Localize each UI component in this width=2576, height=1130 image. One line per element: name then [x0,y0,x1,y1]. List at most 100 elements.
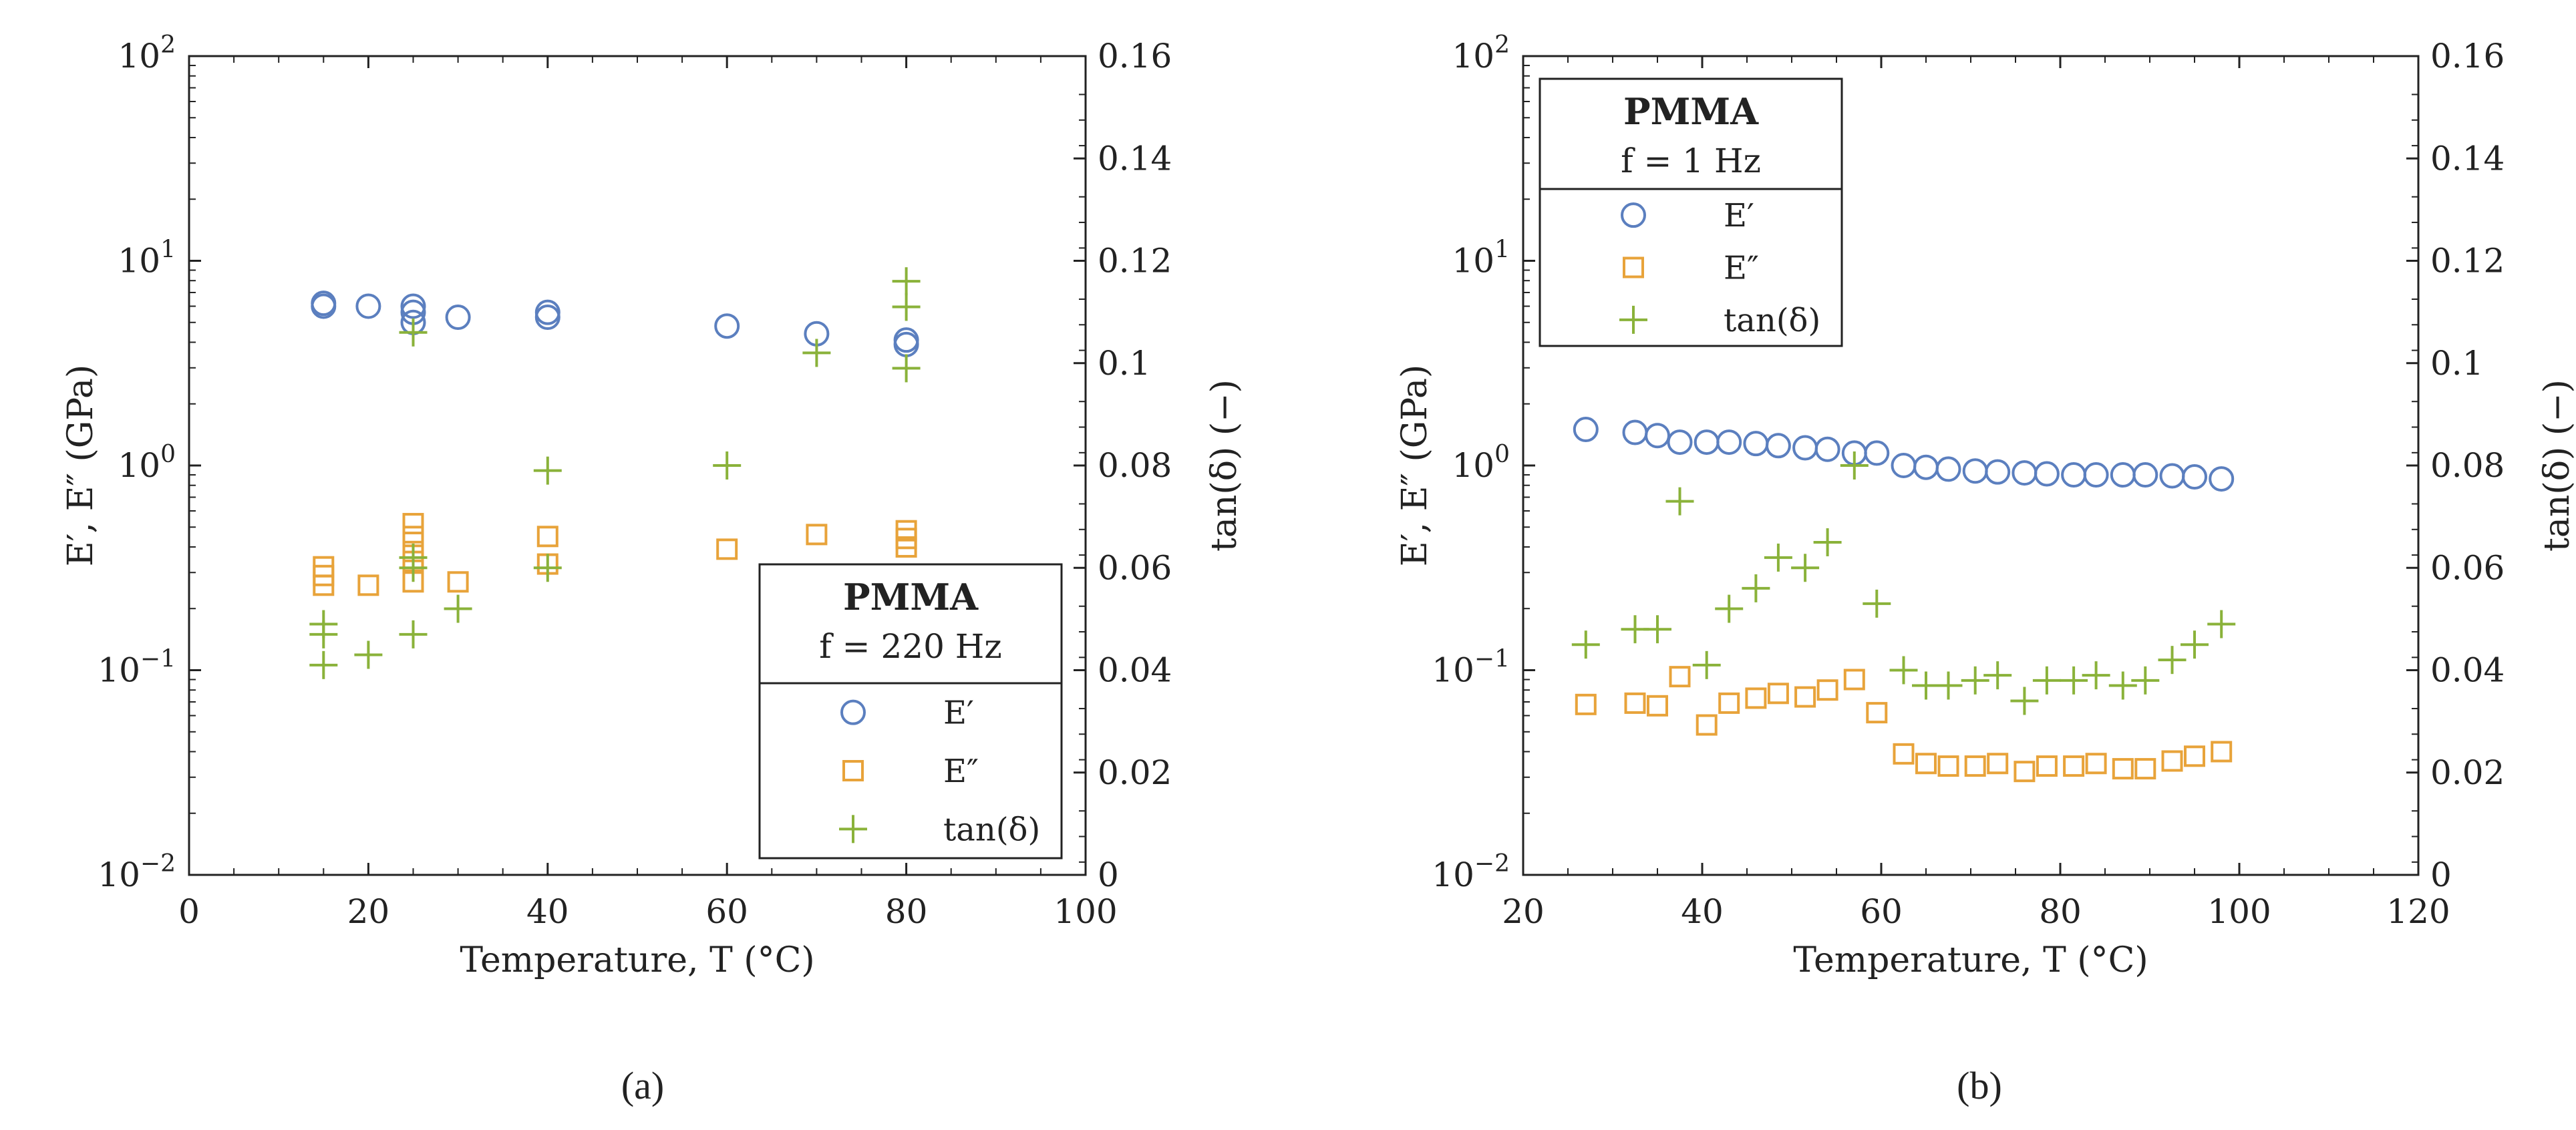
y-right-tick-label: 0.04 [1098,651,1172,690]
plus-point [399,554,428,582]
square-point [716,538,738,560]
circle-point [1573,417,1599,443]
x-tick-label: 40 [526,892,569,931]
x-tick-label: 80 [885,892,928,931]
plus-point [533,456,562,485]
panel-b-caption: (b) [1957,1064,2002,1107]
series-tan-delta [1571,451,2236,715]
legend-square-marker [842,760,864,781]
y-right-tick-label: 0.1 [1098,344,1151,383]
y-right-tick-label: 0.06 [1098,548,1172,587]
square-point [357,574,379,596]
y-left-tick-label: 101 [1452,236,1510,280]
panel-b-chart: 20 40 60 80 100 120 10−2 10−1 100 101 102 0 0.02 0.04… [1395,31,2576,980]
x-axis-title: Temperature, T (°C) [460,940,814,980]
plus-point [1840,451,1869,480]
x-tick-label: 0 [178,892,200,931]
y-left-tick-label: 10−2 [1432,850,1510,894]
plus-point [2131,666,2160,695]
legend-circle-marker [1621,202,1646,228]
x-tick-label: 60 [1860,892,1903,931]
plus-point [309,650,338,679]
series-loss-modulus [313,513,917,596]
square-point [806,524,828,546]
legend-subtitle: f = 220 Hz [819,627,1001,666]
circle-point [1935,456,1961,482]
plus-point [2060,666,2088,695]
series-storage-modulus [311,291,919,357]
y-left-axis-title: E′, E″ (GPa) [61,365,101,567]
legend-title: PMMA [1623,90,1759,133]
circle-point [1985,459,2011,485]
y-right-tick-label: 0.08 [2430,446,2505,485]
circle-point [534,305,560,331]
square-point [1866,702,1888,724]
y-right-axis-title: tan(δ) (−) [2537,379,2576,552]
plus-point [1571,630,1600,659]
y-right-tick-label: 0.16 [1098,37,1172,75]
circle-point [2209,466,2235,492]
plus-point [892,354,921,383]
plus-point [2032,666,2061,695]
y-left-tick-label: 100 [1452,441,1510,485]
plus-point [2082,661,2110,690]
square-point [1816,679,1838,701]
legend-circle-marker [840,699,866,725]
series-loss-modulus [1575,666,2233,783]
y-right-axis-title: tan(δ) (−) [1204,379,1245,552]
plus-point [1643,615,1671,644]
square-point [2134,758,2156,780]
plus-point [2158,646,2187,675]
panel-a-caption: (a) [621,1064,664,1107]
y-right-tick-label: 0.12 [2430,242,2505,280]
legend-box [1539,77,1843,347]
circle-point [2132,462,2158,488]
y-right-tick-label: 0.12 [1098,242,1172,280]
x-axis-title: Temperature, T (°C) [1793,940,2148,980]
square-point [313,574,335,596]
legend: PMMA f = 1 Hz E′ E″ tan(δ) [1539,77,1843,347]
square-point [2211,741,2233,763]
plus-point [2108,671,2137,700]
square-point [1767,683,1789,705]
circle-point [400,293,426,319]
series-tan-delta [309,267,921,679]
x-tick-label: 80 [2039,892,2082,931]
circle-point [2159,463,2185,489]
square-point [1647,695,1668,717]
legend: PMMA f = 220 Hz E′ E″ tan(δ) [758,563,1063,860]
square-point [1937,755,1959,777]
square-point [895,536,917,558]
square-point [2161,750,2183,772]
y-left-tick-label: 102 [118,31,176,75]
legend-entry-label: E″ [1724,250,1759,287]
square-point [402,513,424,535]
legend-entry-label: E′ [1724,197,1754,234]
square-point [2014,761,2036,783]
square-point [2063,755,2085,777]
circle-point [1962,458,1988,484]
circle-point [1645,423,1670,449]
circle-point [1667,429,1693,455]
square-point [2085,753,2107,775]
square-point [1669,666,1691,688]
square-point [536,526,558,548]
plus-point [1665,487,1694,516]
plus-point [1889,656,1918,685]
legend-entry-label: tan(δ) [1724,302,1820,339]
y-right-tick-label: 0 [2430,856,2452,894]
series-storage-modulus [1573,417,2235,492]
y-right-tick-label: 0.14 [1098,139,1172,178]
y-left-axis-title: E′, E″ (GPa) [1395,365,1435,567]
plus-point [2010,687,2039,715]
legend-title: PMMA [843,576,979,618]
square-point [1843,669,1865,691]
y-right-tick-label: 0.06 [2430,548,2505,587]
square-point [2112,758,2134,780]
square-point [1964,755,1986,777]
plus-point [354,640,383,669]
square-point [1893,743,1915,765]
plus-point [1863,589,1891,618]
